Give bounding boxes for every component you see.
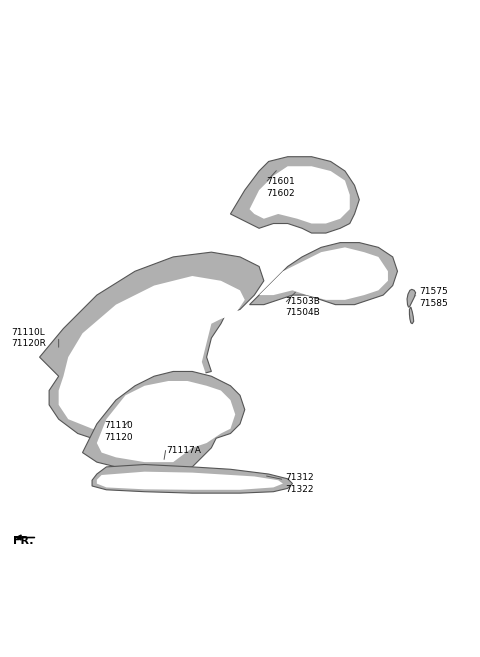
Text: 71312
71322: 71312 71322 <box>285 473 314 494</box>
Polygon shape <box>97 381 235 462</box>
Polygon shape <box>83 371 245 472</box>
Text: 71110
71120: 71110 71120 <box>104 420 133 442</box>
Text: FR.: FR. <box>13 536 34 546</box>
Polygon shape <box>250 242 397 305</box>
Text: 71117A: 71117A <box>166 445 201 455</box>
Text: 71575
71585: 71575 71585 <box>419 287 448 308</box>
Polygon shape <box>97 472 283 490</box>
Polygon shape <box>407 289 416 307</box>
Polygon shape <box>259 248 388 300</box>
Polygon shape <box>92 464 292 493</box>
Polygon shape <box>250 166 350 223</box>
Polygon shape <box>39 252 264 448</box>
Text: 71503B
71504B: 71503B 71504B <box>285 296 320 317</box>
Polygon shape <box>409 307 414 324</box>
Text: 71110L
71120R: 71110L 71120R <box>11 328 46 348</box>
Text: 71601
71602: 71601 71602 <box>266 177 295 198</box>
Polygon shape <box>59 276 245 434</box>
Polygon shape <box>230 157 360 233</box>
